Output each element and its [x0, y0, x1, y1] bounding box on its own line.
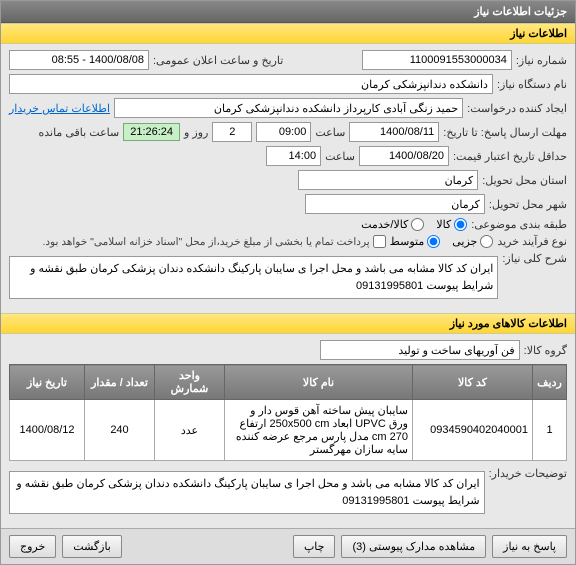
- th-name: نام کالا: [225, 365, 413, 400]
- treasury-note: پرداخت تمام یا بخشی از مبلغ خرید،از محل …: [42, 236, 369, 248]
- creator-field[interactable]: [114, 98, 463, 118]
- deadline-time-field[interactable]: [256, 122, 311, 142]
- buyer-notes-label: توضیحات خریدار:: [489, 467, 567, 480]
- need-no-field[interactable]: [362, 50, 512, 70]
- cell-date: 1400/08/12: [10, 400, 85, 461]
- cell-unit: عدد: [155, 400, 225, 461]
- form-body: شماره نیاز: تاریخ و ساعت اعلان عمومی: نا…: [1, 44, 575, 313]
- city-field[interactable]: [305, 194, 485, 214]
- hours-remain-label: ساعت باقی مانده: [38, 126, 119, 139]
- class-service-label: کالا/خدمت: [361, 218, 408, 231]
- cell-name: سایبان پیش ساخته آهن قوس دار و ورق UPVC …: [225, 400, 413, 461]
- exit-button[interactable]: خروج: [9, 535, 56, 558]
- th-date: تاریخ نیاز: [10, 365, 85, 400]
- table-header-row: ردیف کد کالا نام کالا واحد شمارش تعداد /…: [10, 365, 567, 400]
- print-button[interactable]: چاپ: [293, 535, 336, 558]
- class-goods-radio[interactable]: [454, 218, 467, 231]
- days-field[interactable]: [212, 122, 252, 142]
- deadline-label: مهلت ارسال پاسخ: تا تاریخ:: [443, 126, 567, 139]
- need-no-label: شماره نیاز:: [516, 54, 567, 67]
- deadline-time-label: ساعت: [315, 126, 345, 139]
- buytype-label: نوع فرآیند خرید: [497, 235, 567, 248]
- countdown-badge: 21:26:24: [123, 123, 180, 141]
- class-service-option[interactable]: کالا/خدمت: [361, 218, 424, 231]
- class-label: طبقه بندی موضوعی:: [471, 218, 567, 231]
- province-label: استان محل تحویل:: [482, 174, 567, 187]
- device-label: نام دستگاه نیاز:: [497, 78, 567, 91]
- class-service-radio[interactable]: [411, 218, 424, 231]
- goods-group-label: گروه کالا:: [524, 344, 567, 357]
- announce-label: تاریخ و ساعت اعلان عمومی:: [153, 54, 283, 67]
- back-button[interactable]: بازگشت: [62, 535, 122, 558]
- province-field[interactable]: [298, 170, 478, 190]
- goods-group-field[interactable]: [320, 340, 520, 360]
- buy-small-label: جزیی: [452, 235, 477, 248]
- details-panel: جزئیات اطلاعات نیاز اطلاعات نیاز شماره ن…: [0, 0, 576, 565]
- cell-qty: 240: [85, 400, 155, 461]
- section-info-header: اطلاعات نیاز: [1, 23, 575, 44]
- goods-body: گروه کالا: ردیف کد کالا نام کالا واحد شم…: [1, 334, 575, 528]
- cell-row: 1: [533, 400, 567, 461]
- th-code: کد کالا: [413, 365, 533, 400]
- class-radio-group: کالا کالا/خدمت: [361, 218, 467, 231]
- valid-time-label: ساعت: [325, 150, 355, 163]
- th-qty: تعداد / مقدار: [85, 365, 155, 400]
- panel-title: جزئیات اطلاعات نیاز: [1, 1, 575, 23]
- general-desc-box: ایران کد کالا مشابه می باشد و محل اجرا ی…: [9, 256, 498, 299]
- buytype-radio-group: جزیی متوسط: [390, 235, 494, 248]
- goods-table: ردیف کد کالا نام کالا واحد شمارش تعداد /…: [9, 364, 567, 461]
- buyer-notes-box: ایران کد کالا مشابه می باشد و محل اجرا ی…: [9, 471, 485, 514]
- buy-small-radio[interactable]: [480, 235, 493, 248]
- cell-code: 0934590402040001: [413, 400, 533, 461]
- buy-medium-radio[interactable]: [427, 235, 440, 248]
- valid-label: حداقل تاریخ اعتبار قیمت:: [453, 150, 567, 163]
- buy-medium-label: متوسط: [390, 235, 425, 248]
- treasury-checkbox-item[interactable]: پرداخت تمام یا بخشی از مبلغ خرید،از محل …: [42, 235, 385, 248]
- city-label: شهر محل تحویل:: [489, 198, 567, 211]
- table-row[interactable]: 1 0934590402040001 سایبان پیش ساخته آهن …: [10, 400, 567, 461]
- treasury-checkbox[interactable]: [373, 235, 386, 248]
- deadline-date-field[interactable]: [349, 122, 439, 142]
- section-goods-header: اطلاعات کالاهای مورد نیاز: [1, 313, 575, 334]
- buy-small-option[interactable]: جزیی: [452, 235, 493, 248]
- reply-button[interactable]: پاسخ به نیاز: [492, 535, 567, 558]
- valid-date-field[interactable]: [359, 146, 449, 166]
- th-unit: واحد شمارش: [155, 365, 225, 400]
- announce-field[interactable]: [9, 50, 149, 70]
- valid-time-field[interactable]: [266, 146, 321, 166]
- days-and-label: روز و: [184, 126, 208, 139]
- attachments-button[interactable]: مشاهده مدارک پیوستی (3): [341, 535, 486, 558]
- buy-medium-option[interactable]: متوسط: [390, 235, 441, 248]
- class-goods-label: کالا: [436, 218, 451, 231]
- contact-buyer-link[interactable]: اطلاعات تماس خریدار: [9, 102, 110, 115]
- button-bar: پاسخ به نیاز مشاهده مدارک پیوستی (3) چاپ…: [1, 528, 575, 564]
- creator-label: ایجاد کننده درخواست:: [467, 102, 567, 115]
- general-desc-label: شرح کلی نیاز:: [502, 252, 567, 265]
- class-goods-option[interactable]: کالا: [436, 218, 467, 231]
- th-row: ردیف: [533, 365, 567, 400]
- device-field[interactable]: [9, 74, 493, 94]
